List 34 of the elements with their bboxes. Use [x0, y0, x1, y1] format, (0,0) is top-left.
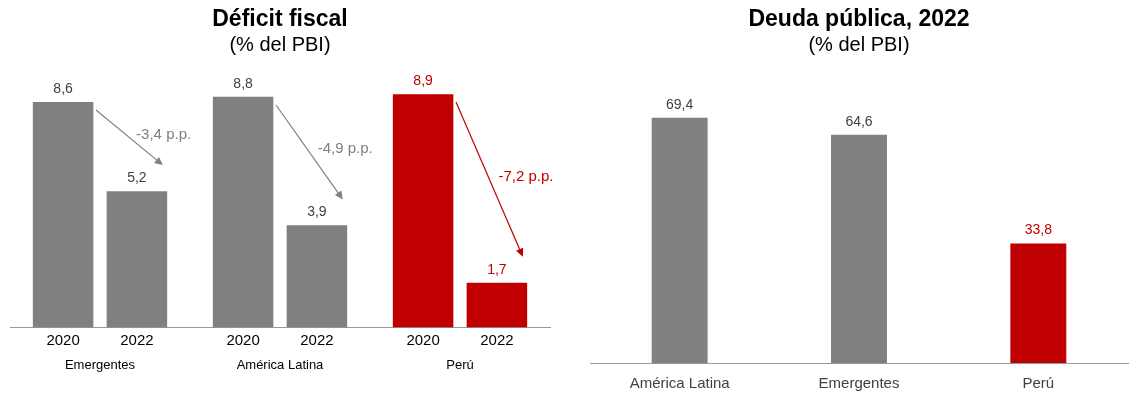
text: 2022: [480, 331, 514, 349]
series-label: 2022: [120, 331, 154, 349]
text: 2022: [300, 331, 334, 349]
series-label: 2020: [46, 331, 80, 349]
x-tick-label: Perú: [446, 356, 474, 372]
x-tick-label: América Latina: [629, 374, 731, 392]
chart-subtitle: (% del PBI): [808, 33, 910, 56]
bar: [212, 96, 274, 328]
data-label: 3,9: [307, 203, 327, 220]
x-tick-label: Perú: [1022, 374, 1055, 392]
data-label: 69,4: [666, 95, 694, 112]
x-tick-label: América Latina: [236, 356, 325, 372]
annotation: -3,4 p.p.: [136, 124, 192, 142]
data-label: 64,6: [845, 112, 873, 129]
x-tick-label: Emergentes: [64, 356, 136, 372]
bar: [106, 191, 168, 328]
x-tick-label: Emergentes: [818, 374, 900, 392]
data-label: 8,6: [53, 79, 74, 96]
bar: [32, 102, 94, 328]
text: 2020: [406, 331, 440, 349]
data-label: 33,8: [1024, 221, 1053, 238]
data-label: 8,8: [233, 74, 254, 91]
chart-title: Déficit fiscal: [212, 5, 348, 32]
annotation: -7,2 p.p.: [498, 166, 554, 184]
data-label: 5,2: [127, 169, 147, 186]
data-label: 1,7: [487, 260, 507, 277]
data-label: 8,9: [413, 72, 434, 89]
chart-subtitle: (% del PBI): [229, 33, 331, 56]
text: 2020: [226, 331, 260, 349]
annotation: -4,9 p.p.: [317, 139, 373, 157]
bar: [286, 225, 348, 328]
bar: [466, 282, 528, 328]
chart-title: Deuda pública, 2022: [748, 5, 970, 32]
bar: [392, 94, 454, 328]
